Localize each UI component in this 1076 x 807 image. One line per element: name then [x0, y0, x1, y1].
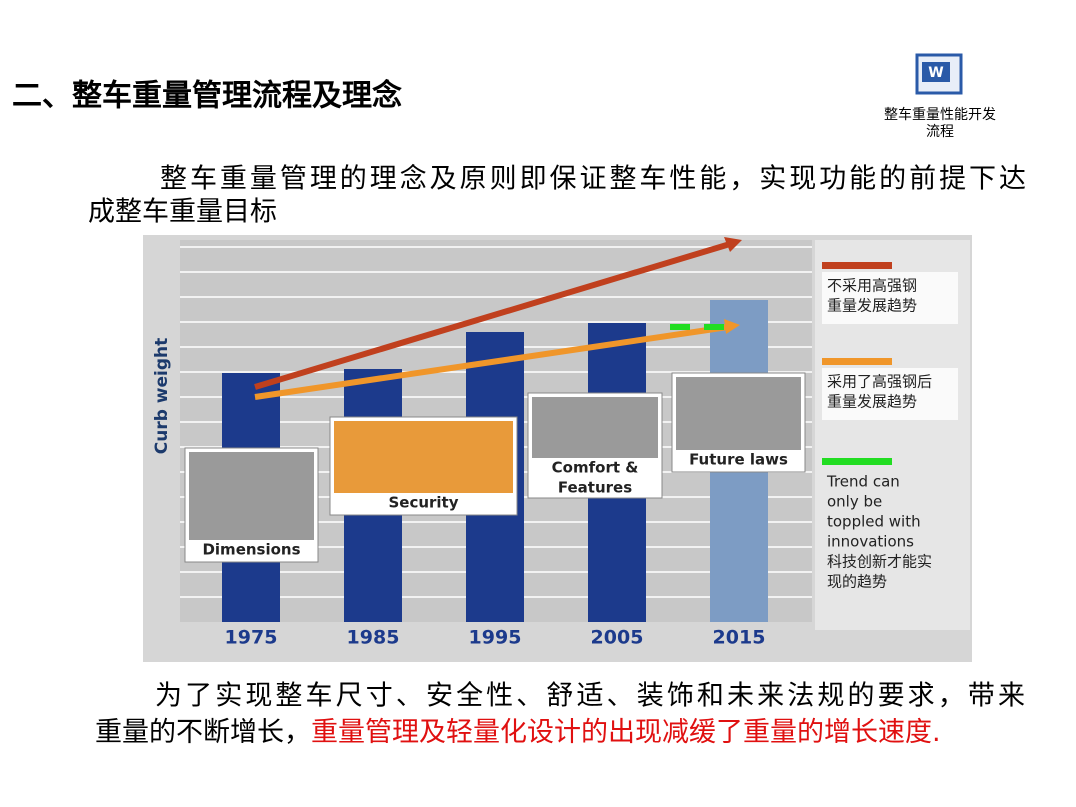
- title: 二、整车重量管理流程及理念: [12, 79, 402, 114]
- conclusion-line: 重量的不断增长，重量管理及轻量化设计的出现减缓了重量的增长速度.: [95, 717, 941, 748]
- figure: Curb weight 1975 1985 1995 2005 2015 Dimensio…: [143, 235, 972, 662]
- legend-box: [822, 368, 958, 420]
- photo-image: [334, 421, 513, 493]
- legend-text: toppled with: [827, 513, 921, 531]
- x-tick-label: 2005: [591, 627, 644, 649]
- arrow-head: [724, 237, 742, 252]
- legend-text: only be: [827, 493, 882, 511]
- icon-caption: 整车重量性能开发: [884, 106, 996, 123]
- doc-icon: W: [915, 53, 963, 95]
- conclusion-line: 为了实现整车尺寸、安全性、舒适、装饰和未来法规的要求，带来: [155, 681, 1025, 712]
- x-tick-label: 1985: [347, 627, 400, 649]
- legend-text: 现的趋势: [827, 573, 887, 591]
- legend-text: 采用了高强钢后: [827, 373, 932, 391]
- arrow-head: [724, 319, 740, 334]
- photo-image: [189, 452, 314, 540]
- legend-box: [822, 272, 958, 324]
- legend-text: 重量发展趋势: [827, 297, 917, 315]
- intro-line: 成整车重量目标: [88, 197, 277, 228]
- y-axis-label: Curb weight: [152, 338, 172, 455]
- photo-image: [676, 377, 801, 450]
- photo-label: Future laws: [689, 451, 788, 469]
- legend-text: 科技创新才能实: [827, 553, 932, 571]
- legend-text: Trend can: [826, 473, 900, 491]
- conclusion-red: 重量管理及轻量化设计的出现减缓了重量的增长速度.: [311, 717, 941, 748]
- photo-label: Features: [558, 479, 632, 497]
- legend-text: 重量发展趋势: [827, 393, 917, 411]
- x-tick-label: 1995: [469, 627, 522, 649]
- legend-swatch: [822, 358, 892, 365]
- conclusion-black: 重量的不断增长，: [95, 717, 311, 748]
- legend-text: innovations: [827, 533, 914, 551]
- photo-label: Security: [388, 494, 458, 512]
- trend-orange: [254, 324, 729, 400]
- photo-image: [532, 397, 658, 458]
- photo-label: Comfort &: [552, 459, 639, 477]
- legend-text: 不采用高强钢: [827, 277, 917, 295]
- photo-label: Dimensions: [202, 541, 300, 559]
- icon-caption: 流程: [926, 124, 954, 140]
- svg-text:W: W: [928, 65, 943, 81]
- legend-swatch: [822, 458, 892, 465]
- trend-red: [254, 241, 731, 390]
- x-tick-label: 2015: [713, 627, 766, 649]
- legend-swatch: [822, 262, 892, 269]
- intro-line: 整车重量管理的理念及原则即保证整车性能，实现功能的前提下达: [160, 164, 1026, 195]
- x-tick-label: 1975: [225, 627, 278, 649]
